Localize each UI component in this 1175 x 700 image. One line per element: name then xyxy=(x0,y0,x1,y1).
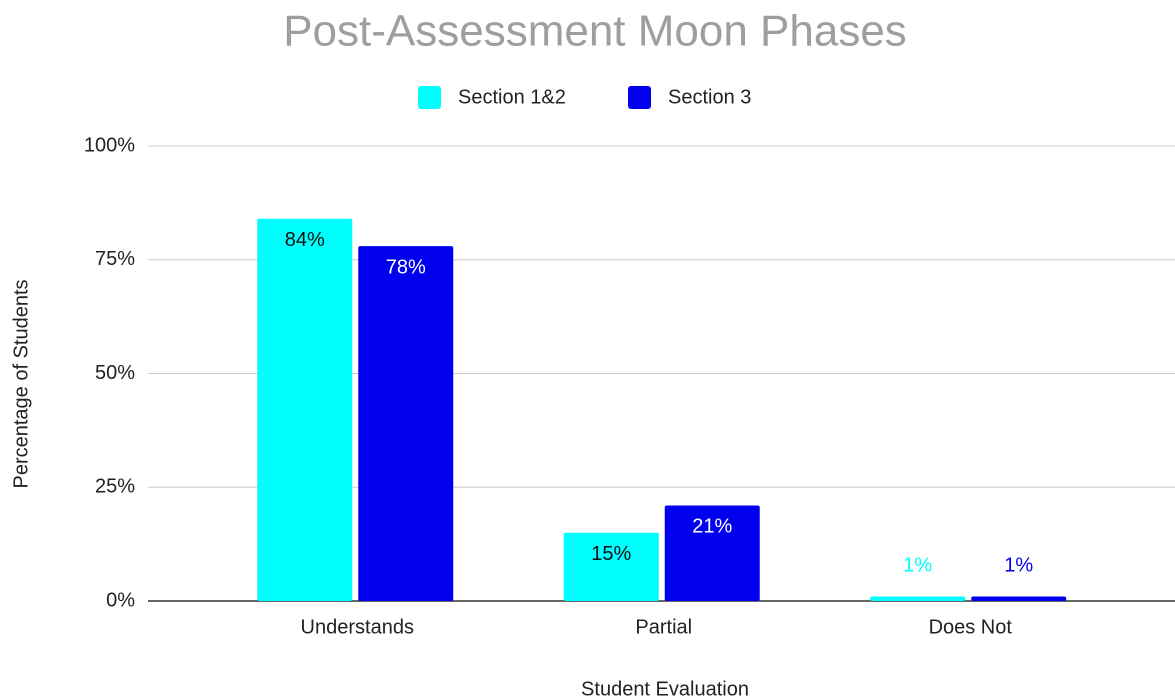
x-axis-label: Student Evaluation xyxy=(581,678,749,700)
legend-swatch xyxy=(628,86,651,109)
bar xyxy=(971,596,1067,601)
y-tick-label: 50% xyxy=(95,362,135,384)
bar xyxy=(870,596,966,601)
data-label: 78% xyxy=(386,256,426,278)
x-tick-label: Does Not xyxy=(929,616,1013,638)
y-tick-label: 100% xyxy=(84,134,135,156)
bar xyxy=(664,505,760,601)
chart-title: Post-Assessment Moon Phases xyxy=(283,7,907,56)
y-tick-label: 75% xyxy=(95,248,135,270)
data-label: 21% xyxy=(692,516,732,538)
bar xyxy=(257,218,353,602)
x-tick-label: Understands xyxy=(301,616,414,638)
legend-label: Section 1&2 xyxy=(458,86,566,108)
y-axis-label: Percentage of Students xyxy=(10,279,32,488)
bar xyxy=(563,532,659,601)
x-tick-label: Partial xyxy=(635,616,692,638)
y-tick-label: 0% xyxy=(106,589,135,611)
data-label: 1% xyxy=(903,555,932,577)
data-label: 1% xyxy=(1004,555,1033,577)
bar xyxy=(358,246,454,601)
legend-label: Section 3 xyxy=(668,86,751,108)
data-label: 84% xyxy=(285,229,325,251)
data-label: 15% xyxy=(591,543,631,565)
legend-swatch xyxy=(418,86,441,109)
y-tick-label: 25% xyxy=(95,476,135,498)
